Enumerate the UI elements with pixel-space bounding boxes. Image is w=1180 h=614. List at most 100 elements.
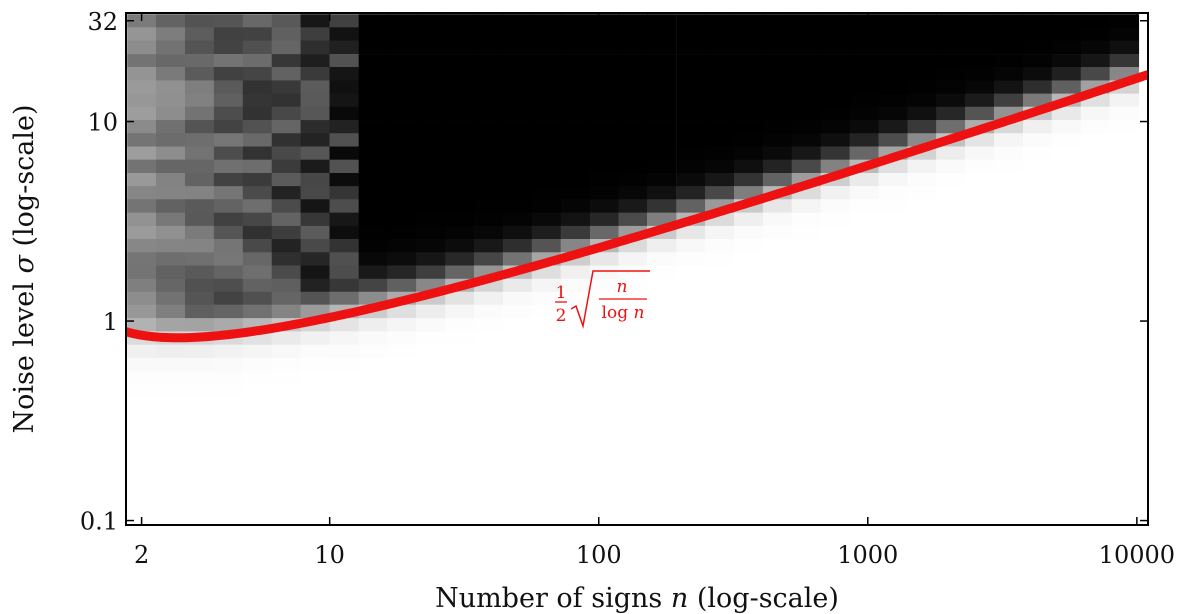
heatmap-cell	[762, 304, 793, 319]
heatmap-cell	[907, 40, 938, 55]
heatmap-cell	[791, 476, 822, 491]
heatmap-cell	[1080, 437, 1111, 451]
heatmap-cell	[531, 159, 562, 174]
heatmap-cell	[762, 146, 793, 161]
heatmap-cell	[907, 238, 938, 253]
heatmap-cell	[676, 463, 706, 478]
heatmap-cell	[213, 14, 244, 28]
heatmap-cell	[1080, 159, 1111, 174]
heatmap-cell	[820, 304, 851, 319]
heatmap-cell	[849, 40, 880, 55]
heatmap-cell	[936, 93, 966, 108]
heatmap-cell	[358, 93, 389, 108]
heatmap-cell	[733, 133, 764, 147]
heatmap-cell	[127, 463, 157, 478]
heatmap-cell	[531, 278, 562, 293]
heatmap-cell	[329, 265, 359, 280]
heatmap-cell	[300, 106, 331, 121]
heatmap-cell	[762, 14, 793, 28]
heatmap-cell	[213, 423, 244, 438]
heatmap-cell	[676, 54, 706, 68]
heatmap-cell	[907, 450, 938, 465]
heatmap-cell	[242, 238, 273, 253]
heatmap-cell	[445, 66, 475, 81]
heatmap-cell	[849, 14, 880, 28]
heatmap-cell	[705, 304, 735, 319]
heatmap-cell	[473, 318, 504, 332]
heatmap-cell	[416, 437, 446, 451]
heatmap-cell	[791, 146, 822, 161]
x-tick-label: 100	[576, 541, 622, 569]
heatmap-cell	[993, 159, 1024, 174]
heatmap-cell	[358, 318, 389, 332]
heatmap-cell	[300, 93, 331, 108]
heatmap-cell	[733, 172, 764, 187]
heatmap-cell	[531, 106, 562, 121]
heatmap-cell	[878, 503, 908, 518]
heatmap-cell	[676, 410, 706, 425]
heatmap-cell	[300, 503, 331, 518]
heatmap-cell	[127, 80, 157, 95]
heatmap-cell	[213, 93, 244, 108]
heatmap-cell	[531, 186, 562, 200]
heatmap-cell	[733, 437, 764, 451]
heatmap-cell	[1109, 476, 1140, 491]
heatmap-cell	[502, 66, 533, 81]
heatmap-cell	[300, 14, 331, 28]
heatmap-cell	[590, 450, 620, 465]
heatmap-cell	[820, 357, 851, 372]
heatmap-cell	[965, 304, 995, 319]
heatmap-cell	[358, 80, 389, 95]
heatmap-cell	[329, 225, 359, 240]
heatmap-cell	[791, 371, 822, 385]
heatmap-cell	[445, 54, 475, 68]
heatmap-cell	[1109, 40, 1140, 55]
heatmap-cell	[849, 66, 880, 81]
heatmap-cell	[184, 318, 215, 332]
heatmap-cell	[387, 27, 417, 42]
heatmap-cell	[300, 265, 331, 280]
heatmap-cell	[1051, 304, 1082, 319]
heatmap-cell	[156, 318, 186, 332]
heatmap-cell	[184, 423, 215, 438]
heatmap-cell	[1109, 159, 1140, 174]
heatmap-cell	[184, 397, 215, 412]
heatmap-cell	[184, 291, 215, 306]
heatmap-cell	[590, 133, 620, 147]
heatmap-cell	[762, 357, 793, 372]
heatmap-cell	[820, 146, 851, 161]
heatmap-cell	[936, 278, 966, 293]
heatmap-cell	[473, 93, 504, 108]
heatmap-cell	[762, 503, 793, 518]
heatmap-cell	[473, 66, 504, 81]
heatmap-cell	[705, 159, 735, 174]
heatmap-cell	[849, 225, 880, 240]
heatmap-cell	[156, 199, 186, 213]
heatmap-cell	[820, 186, 851, 200]
heatmap-cell	[445, 106, 475, 121]
heatmap-cell	[387, 344, 417, 359]
heatmap-cell	[936, 120, 966, 134]
heatmap-cell	[849, 318, 880, 332]
curve-formula-label: 1 2 n log n	[555, 270, 650, 329]
heatmap-cell	[907, 291, 938, 306]
heatmap-cell	[762, 318, 793, 332]
heatmap-cell	[762, 238, 793, 253]
heatmap-cell	[705, 423, 735, 438]
heatmap-cell	[1023, 54, 1053, 68]
heatmap-cell	[242, 371, 273, 385]
heatmap-cell	[965, 66, 995, 81]
heatmap-cell	[1109, 199, 1140, 213]
heatmap-cell	[271, 476, 302, 491]
heatmap-cell	[590, 40, 620, 55]
heatmap-cell	[156, 238, 186, 253]
heatmap-cell	[445, 291, 475, 306]
heatmap-cell	[965, 291, 995, 306]
heatmap-cell	[445, 384, 475, 398]
heatmap-cell	[502, 331, 533, 346]
heatmap-cell	[762, 199, 793, 213]
heatmap-cell	[329, 344, 359, 359]
heatmap-cell	[560, 14, 591, 28]
heatmap-cell	[1023, 503, 1053, 518]
heatmap-cell	[936, 146, 966, 161]
